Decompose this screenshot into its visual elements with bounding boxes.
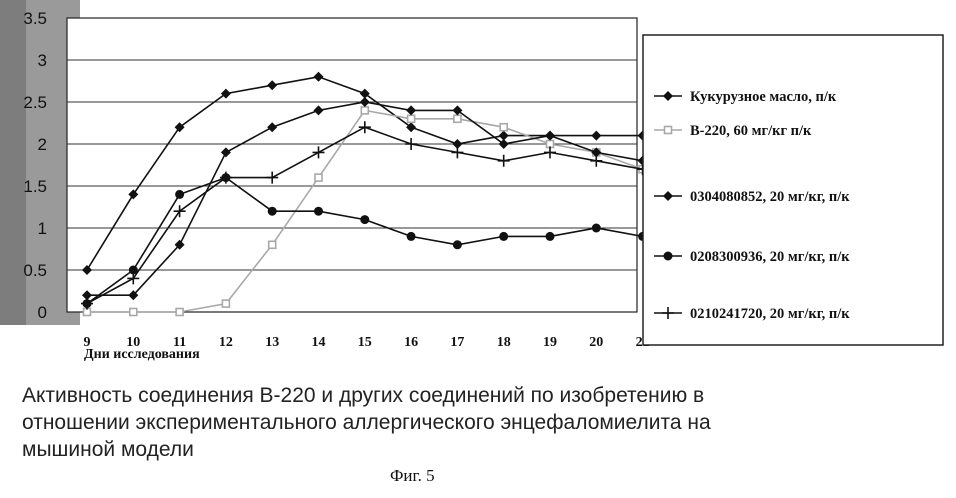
data-point xyxy=(361,107,368,114)
x-tick-label: 14 xyxy=(312,335,326,350)
figure-label: Фиг. 5 xyxy=(390,466,435,486)
y-tick-label: 1.5 xyxy=(23,177,47,196)
y-tick-label: 2 xyxy=(38,135,47,154)
caption-line-3: мышиной модели xyxy=(22,436,922,463)
data-point xyxy=(500,124,507,131)
data-point xyxy=(408,115,415,122)
caption-line-1: Активность соединения B-220 и других сое… xyxy=(22,382,922,409)
line-chart: 00.511.522.533.5 91011121314151617181920… xyxy=(0,0,956,380)
caption-line-2: отношении экспериментального аллергическ… xyxy=(22,409,922,436)
data-point xyxy=(592,224,601,233)
x-tick-label: 19 xyxy=(543,335,557,350)
x-tick-label: 18 xyxy=(497,335,511,350)
x-tick-label: 17 xyxy=(450,335,464,350)
data-point xyxy=(407,232,416,241)
x-tick-label: 13 xyxy=(265,335,279,350)
data-point xyxy=(269,241,276,248)
data-point xyxy=(453,240,462,249)
plot-area xyxy=(67,18,637,312)
data-point xyxy=(499,232,508,241)
data-point xyxy=(268,207,277,216)
y-tick-label: 0.5 xyxy=(23,261,47,280)
x-tick-label: 12 xyxy=(219,335,233,350)
figure-caption: Активность соединения B-220 и других сое… xyxy=(22,382,922,463)
y-tick-label: 1 xyxy=(38,219,47,238)
scan-band-dark xyxy=(0,0,26,325)
data-point xyxy=(454,115,461,122)
data-point xyxy=(546,232,555,241)
data-point xyxy=(315,174,322,181)
x-tick-label: 15 xyxy=(358,335,372,350)
data-point xyxy=(314,207,323,216)
x-axis-label: Дни исследования xyxy=(84,347,200,362)
legend-swatch-marker xyxy=(664,252,673,261)
legend-swatch-marker xyxy=(665,127,672,134)
x-tick-label: 16 xyxy=(404,335,418,350)
y-tick-label: 3 xyxy=(38,51,47,70)
data-point xyxy=(175,190,184,199)
y-tick-label: 0 xyxy=(38,303,47,322)
legend-label: 0304080852, 20 мг/кг, п/к xyxy=(690,189,850,205)
data-point xyxy=(360,215,369,224)
data-point xyxy=(130,309,137,316)
x-tick-label: 20 xyxy=(589,335,603,350)
data-point xyxy=(176,309,183,316)
legend-label: 0208300936, 20 мг/кг, п/к xyxy=(690,249,850,265)
chart-figure: 00.511.522.533.5 91011121314151617181920… xyxy=(0,0,956,380)
legend-label: B-220, 60 мг/кг п/к xyxy=(690,123,812,139)
legend-label: Кукурузное масло, п/к xyxy=(690,89,837,105)
legend-label: 0210241720, 20 мг/кг, п/к xyxy=(690,306,850,322)
data-point xyxy=(222,300,229,307)
y-tick-label: 3.5 xyxy=(23,9,47,28)
y-tick-label: 2.5 xyxy=(23,93,47,112)
